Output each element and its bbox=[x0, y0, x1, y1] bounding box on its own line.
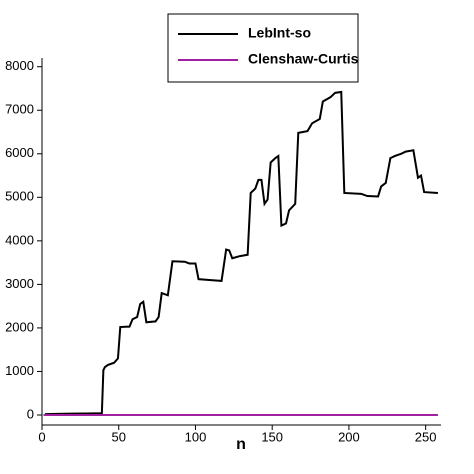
x-tick-label: 100 bbox=[185, 429, 207, 444]
x-tick-label: 200 bbox=[338, 429, 360, 444]
y-tick-label: 2000 bbox=[5, 319, 34, 334]
y-tick-label: 3000 bbox=[5, 276, 34, 291]
y-tick-label: 5000 bbox=[5, 189, 34, 204]
x-tick-label: 0 bbox=[38, 429, 45, 444]
x-axis-label: n bbox=[236, 436, 246, 453]
y-tick-label: 4000 bbox=[5, 232, 34, 247]
x-tick-label: 150 bbox=[261, 429, 283, 444]
y-tick-label: 0 bbox=[27, 406, 34, 421]
legend-label: Clenshaw-Curtis bbox=[248, 51, 359, 67]
x-tick-label: 50 bbox=[111, 429, 125, 444]
y-tick-label: 1000 bbox=[5, 363, 34, 378]
x-tick-label: 250 bbox=[415, 429, 437, 444]
legend-box bbox=[167, 13, 359, 83]
y-tick-label: 6000 bbox=[5, 145, 34, 160]
y-tick-label: 8000 bbox=[5, 58, 34, 73]
y-tick-label: 7000 bbox=[5, 102, 34, 117]
data-line bbox=[45, 90, 438, 416]
legend-label: LebInt-so bbox=[248, 25, 311, 41]
